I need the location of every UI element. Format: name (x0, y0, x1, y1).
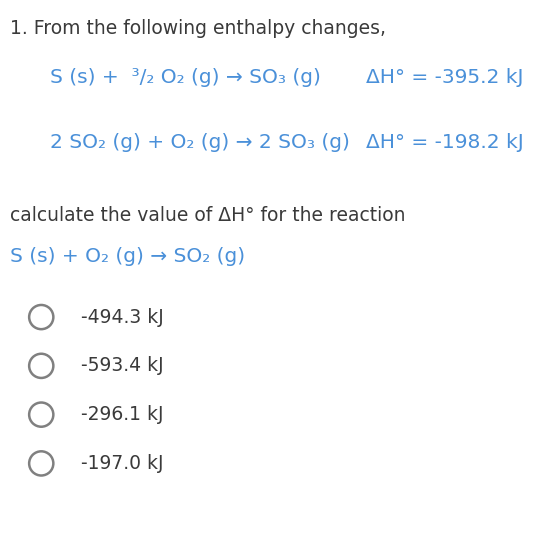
Text: S (s) + O₂ (g) → SO₂ (g): S (s) + O₂ (g) → SO₂ (g) (10, 247, 245, 266)
Text: ΔH° = -395.2 kJ: ΔH° = -395.2 kJ (366, 68, 523, 87)
Text: 1. From the following enthalpy changes,: 1. From the following enthalpy changes, (10, 19, 386, 38)
Text: ΔH° = -198.2 kJ: ΔH° = -198.2 kJ (366, 133, 524, 152)
Text: -593.4 kJ: -593.4 kJ (81, 356, 164, 376)
Text: calculate the value of ΔH° for the reaction: calculate the value of ΔH° for the react… (10, 206, 405, 225)
Text: -494.3 kJ: -494.3 kJ (81, 307, 164, 327)
Text: S (s) +  ³/₂ O₂ (g) → SO₃ (g): S (s) + ³/₂ O₂ (g) → SO₃ (g) (50, 68, 320, 87)
Text: 2 SO₂ (g) + O₂ (g) → 2 SO₃ (g): 2 SO₂ (g) + O₂ (g) → 2 SO₃ (g) (50, 133, 349, 152)
Text: -296.1 kJ: -296.1 kJ (81, 405, 164, 424)
Text: -197.0 kJ: -197.0 kJ (81, 454, 164, 473)
